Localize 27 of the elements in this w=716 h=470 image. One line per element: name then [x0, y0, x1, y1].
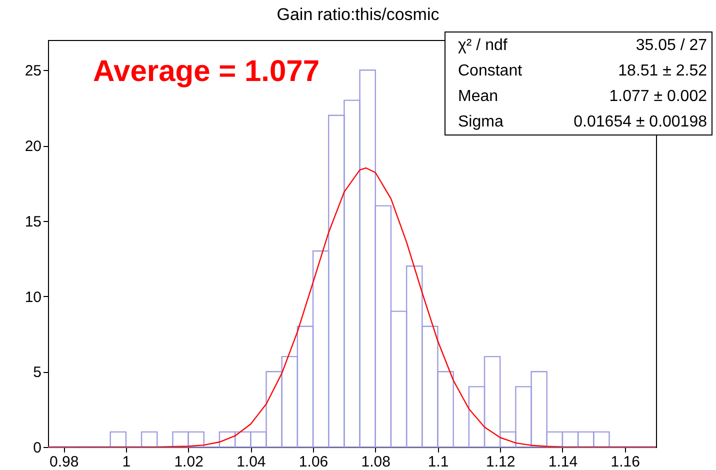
annotation: Constant [458, 62, 523, 80]
y-tick-label: 0 [33, 440, 42, 456]
x-tick-label: 1.1 [428, 454, 449, 470]
x-tick-label: 1.04 [236, 454, 266, 470]
annotation: 18.51 ± 2.52 [618, 62, 708, 80]
annotation: Sigma [458, 114, 504, 130]
chart-title: Gain ratio:this/cosmic [276, 5, 440, 24]
x-tick-label: 1.12 [486, 454, 516, 470]
annotation: 1.077 ± 0.002 [609, 88, 708, 105]
y-tick-label: 5 [33, 364, 42, 382]
y-tick-label: 20 [24, 138, 42, 156]
annotation: 35.05 / 27 [636, 37, 708, 54]
y-tick-label: 15 [24, 213, 42, 230]
x-tick-label: 1 [122, 454, 131, 470]
annotation: 0.01654 ± 0.00198 [574, 114, 708, 130]
x-tick-label: 1.06 [298, 454, 328, 470]
x-tick-label: 1.02 [174, 454, 204, 470]
x-tick-label: 1.14 [548, 454, 578, 470]
line-series [48, 167, 656, 447]
x-tick-label: 0.98 [49, 454, 79, 470]
annotation: χ² / ndf [458, 37, 508, 54]
annotation: Average = 1.077 [93, 55, 320, 88]
x-tick-label: 1.08 [361, 454, 390, 470]
annotation: Mean [458, 88, 498, 105]
y-tick-label: 25 [24, 62, 42, 80]
x-tick-label: 1.16 [610, 454, 640, 470]
y-tick-label: 10 [24, 288, 42, 306]
